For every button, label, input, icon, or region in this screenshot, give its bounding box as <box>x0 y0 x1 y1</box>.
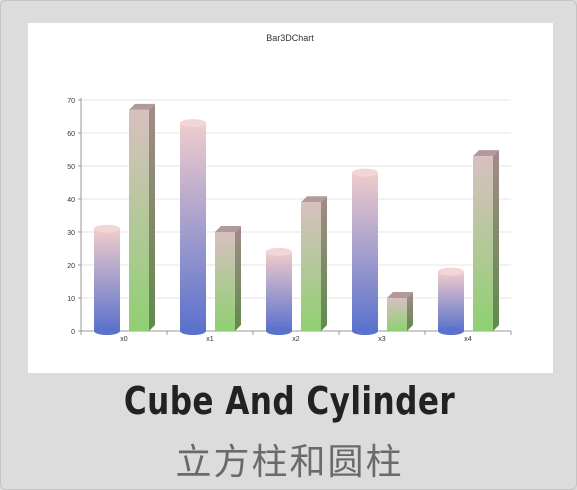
x-tick-label: x1 <box>206 336 214 343</box>
cylinder-base <box>266 327 292 335</box>
cylinder-base <box>438 327 464 335</box>
cube-bar <box>215 226 241 331</box>
x-tick-label: x0 <box>120 336 128 343</box>
x-tick-label: x4 <box>464 336 472 343</box>
cube-side <box>149 103 155 332</box>
cube-top <box>129 103 155 110</box>
y-tick-label: 40 <box>67 197 75 204</box>
cube-side <box>493 150 499 331</box>
cube-top <box>301 196 327 203</box>
cube-bar <box>473 150 499 331</box>
cube-bar <box>387 292 413 331</box>
chart-panel: 0 10 20 30 40 50 60 70 x0 x1 x2 x3 x4 Bar3DChart <box>28 23 553 373</box>
cylinder-bar <box>266 247 292 335</box>
x-tick-label: x2 <box>292 336 300 343</box>
cylinder-top <box>94 224 120 233</box>
cylinder-top <box>352 168 378 177</box>
chart-title: Bar3DChart <box>266 33 314 43</box>
cylinder-bar <box>180 119 206 335</box>
cube-side <box>407 292 413 331</box>
cylinder-top <box>438 267 464 276</box>
cube-front <box>473 156 493 331</box>
cylinder-body <box>438 271 464 331</box>
cube-side <box>235 226 241 331</box>
cube-front <box>215 232 235 331</box>
cylinder-bar <box>438 267 464 335</box>
y-tick-label: 30 <box>67 230 75 237</box>
cylinder-top <box>266 247 292 256</box>
cube-front <box>301 202 321 331</box>
y-tick-label: 10 <box>67 296 75 303</box>
bar3d-chart: 0 10 20 30 40 50 60 70 x0 x1 x2 x3 x4 Bar3DChart <box>67 33 512 343</box>
cylinder-base <box>94 327 120 335</box>
cylinder-bar <box>94 224 120 335</box>
cylinder-body <box>266 251 292 331</box>
x-tick-label: x3 <box>378 336 386 343</box>
cylinder-body <box>180 123 206 331</box>
caption-title: Cube And Cylinder <box>123 379 456 423</box>
cube-bar <box>301 196 327 331</box>
cube-top <box>215 226 241 232</box>
cylinder-top <box>180 119 206 128</box>
y-tick-label: 60 <box>67 131 75 138</box>
cube-top <box>387 292 413 298</box>
cube-bar <box>129 103 155 332</box>
cylinder-body <box>94 228 120 331</box>
y-tick-label: 70 <box>67 98 75 105</box>
cube-side <box>321 196 327 331</box>
y-tick-label: 50 <box>67 164 75 171</box>
cylinder-bar <box>352 168 378 335</box>
cube-top <box>473 150 499 157</box>
cube-front <box>387 298 407 331</box>
y-tick-label: 20 <box>67 263 75 270</box>
cylinder-base <box>352 327 378 335</box>
caption-subtitle: 立方柱和圆柱 <box>175 442 404 483</box>
cube-front <box>129 109 149 332</box>
y-tick-label: 0 <box>71 329 75 336</box>
cylinder-body <box>352 172 378 331</box>
cylinder-base <box>180 327 206 335</box>
